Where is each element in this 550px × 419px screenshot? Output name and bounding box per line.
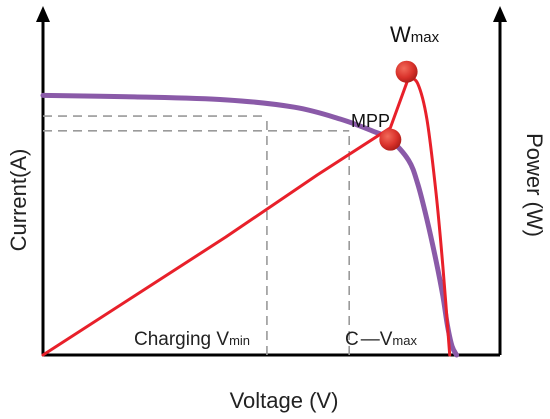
c-vmax-subscript: max [392,333,417,348]
wmax-label: Wmax [390,22,440,47]
wmax-label-subscript: max [411,29,440,46]
left-y-axis-arrowhead [36,6,50,22]
right-y-axis-arrowhead [493,6,507,22]
wmax-marker [395,60,418,83]
x-axis-label: Voltage (V) [230,388,339,413]
series-layer [40,76,460,358]
right-y-axis-label: Power (W) [522,133,547,237]
marker-layer [379,60,418,151]
mpp-label: MPP [351,111,390,131]
charging-vmin-label: Charging Vmin [134,329,250,350]
left-y-axis-label: Current(A) [6,149,31,252]
mpp-marker [379,128,402,151]
c-vmax-label: C —Vmax [345,329,417,350]
charging-vmin-subscript: min [229,333,250,348]
reference-guides [43,115,350,355]
